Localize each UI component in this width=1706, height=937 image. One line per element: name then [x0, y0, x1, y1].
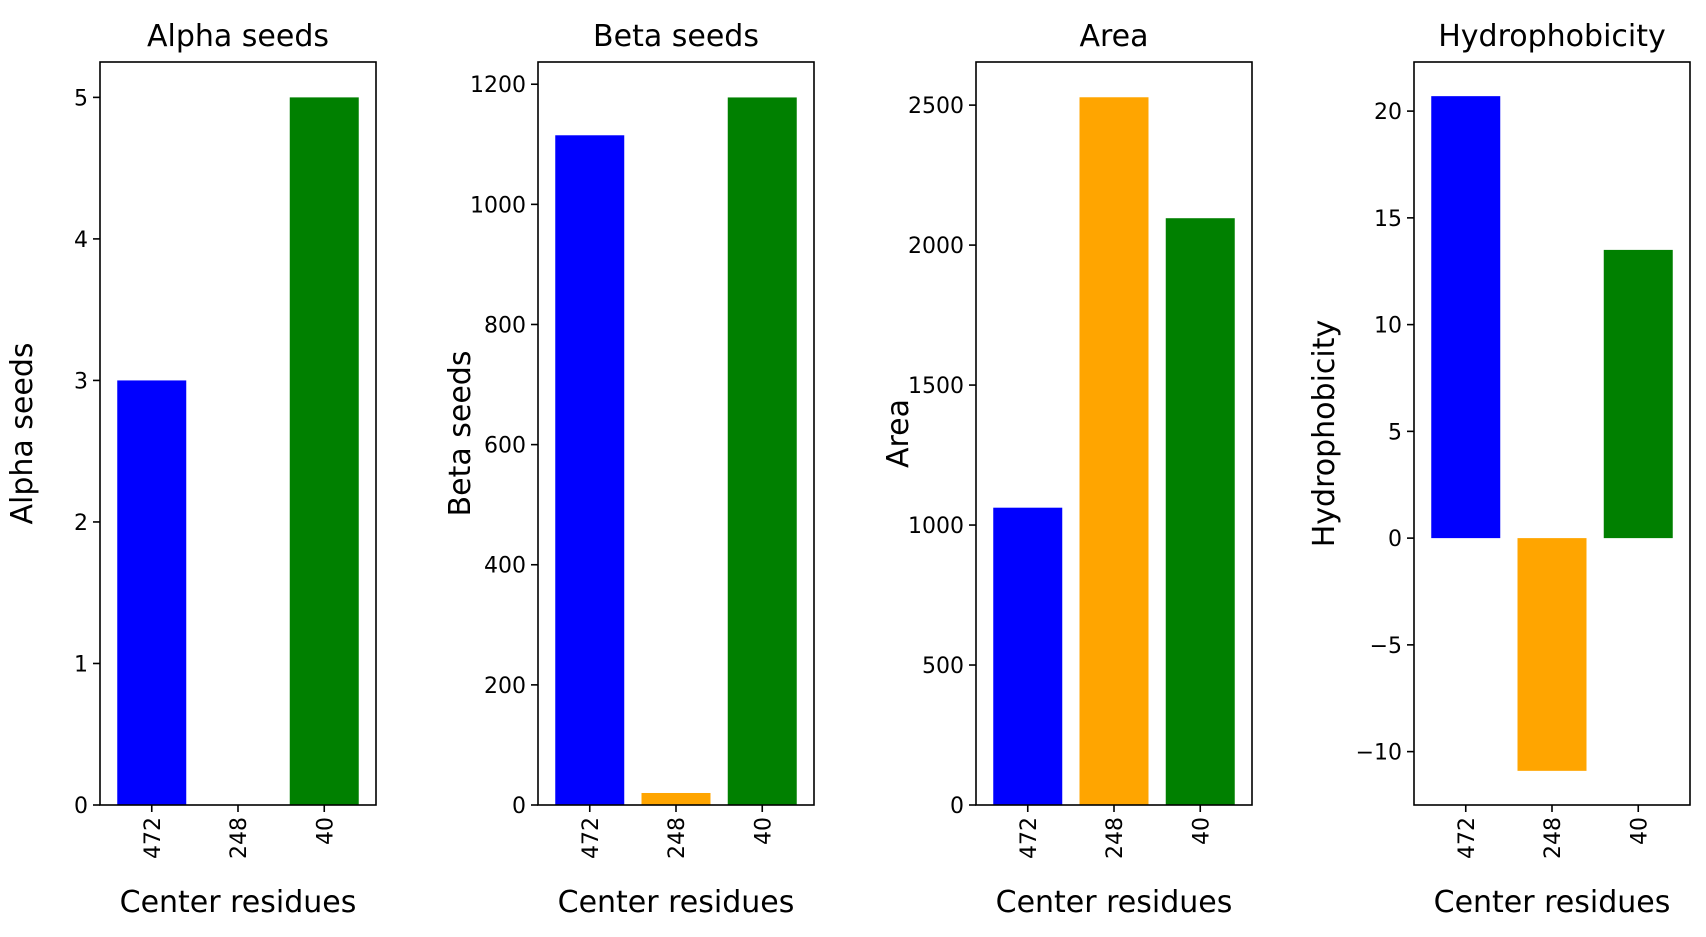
y-tick-label: 0	[1388, 527, 1402, 552]
subplot-area: 0 500 1000 1500 2000 2500 472 248 40 Area Center r…	[881, 19, 1253, 920]
y-axis-label: Area	[881, 399, 916, 468]
y-tick-label: 0	[950, 794, 964, 819]
x-tick-label: 40	[1189, 817, 1214, 845]
chart-title: Alpha seeds	[147, 19, 329, 54]
y-tick-label: 400	[484, 554, 526, 579]
x-axis-label: Center residues	[120, 885, 357, 920]
y-tick-label: 1	[74, 652, 88, 677]
x-tick-label: 472	[1017, 817, 1042, 859]
bar-248	[641, 792, 711, 805]
bar-248	[1517, 538, 1587, 771]
y-tick-label: 200	[484, 674, 526, 699]
x-tick-label: 248	[1103, 817, 1128, 859]
x-tick-label: 40	[1627, 817, 1652, 845]
y-tick-label: 10	[1374, 314, 1402, 339]
y-tick-label: 0	[512, 794, 526, 819]
y-tick-label: 500	[922, 654, 964, 679]
y-tick-label: 2500	[908, 94, 964, 119]
y-tick-label: 4	[74, 228, 88, 253]
bar-472	[555, 135, 625, 805]
y-tick-label: 15	[1374, 207, 1402, 232]
y-tick-label: 2	[74, 511, 88, 536]
y-tick-label: 1500	[908, 374, 964, 399]
y-tick-label: 5	[74, 86, 88, 111]
y-tick-label: 1200	[470, 73, 526, 98]
x-tick-label: 40	[313, 817, 338, 845]
y-tick-label: 800	[484, 313, 526, 338]
bar-472	[993, 507, 1063, 805]
bar-40	[289, 97, 359, 805]
x-axis-label: Center residues	[996, 885, 1233, 920]
x-axis-label: Center residues	[1434, 885, 1671, 920]
y-axis-label: Beta seeds	[443, 351, 478, 517]
subplot-hydrophobicity: −10 −5 0 5 10 15 20 472 248 40 Hydrophobicity Cente…	[1307, 19, 1691, 920]
bar-248	[1079, 97, 1149, 805]
subplot-beta-seeds: 0 200 400 600 800 1000 1200 472 248 40 Beta seeds C…	[443, 19, 815, 920]
x-tick-label: 40	[751, 817, 776, 845]
y-tick-label: 3	[74, 369, 88, 394]
x-tick-label: 248	[1541, 817, 1566, 859]
y-tick-label: 1000	[470, 193, 526, 218]
x-tick-label: 248	[227, 817, 252, 859]
bar-472	[117, 380, 187, 805]
y-tick-label: −5	[1370, 634, 1402, 659]
x-tick-label: 472	[579, 817, 604, 859]
bar-472	[1431, 96, 1501, 539]
y-tick-label: 600	[484, 434, 526, 459]
subplot-alpha-seeds: 0 1 2 3 4 5 472 248 40 Alpha seeds Center residues…	[5, 19, 377, 920]
y-axis-label: Hydrophobicity	[1307, 320, 1342, 548]
bar-40	[1603, 249, 1673, 539]
x-axis-label: Center residues	[558, 885, 795, 920]
x-tick-label: 472	[1455, 817, 1480, 859]
y-tick-label: 20	[1374, 100, 1402, 125]
y-axis-label: Alpha seeds	[5, 342, 40, 524]
chart-title: Area	[1079, 19, 1148, 54]
chart-title: Beta seeds	[593, 19, 759, 54]
x-tick-label: 472	[141, 817, 166, 859]
y-tick-label: 2000	[908, 234, 964, 259]
y-tick-label: 5	[1388, 420, 1402, 445]
y-tick-label: 1000	[908, 514, 964, 539]
x-tick-label: 248	[665, 817, 690, 859]
y-tick-label: −10	[1356, 741, 1402, 766]
bar-40	[1165, 218, 1235, 805]
bar-40	[727, 97, 797, 805]
y-tick-label: 0	[74, 794, 88, 819]
chart-title: Hydrophobicity	[1438, 19, 1666, 54]
